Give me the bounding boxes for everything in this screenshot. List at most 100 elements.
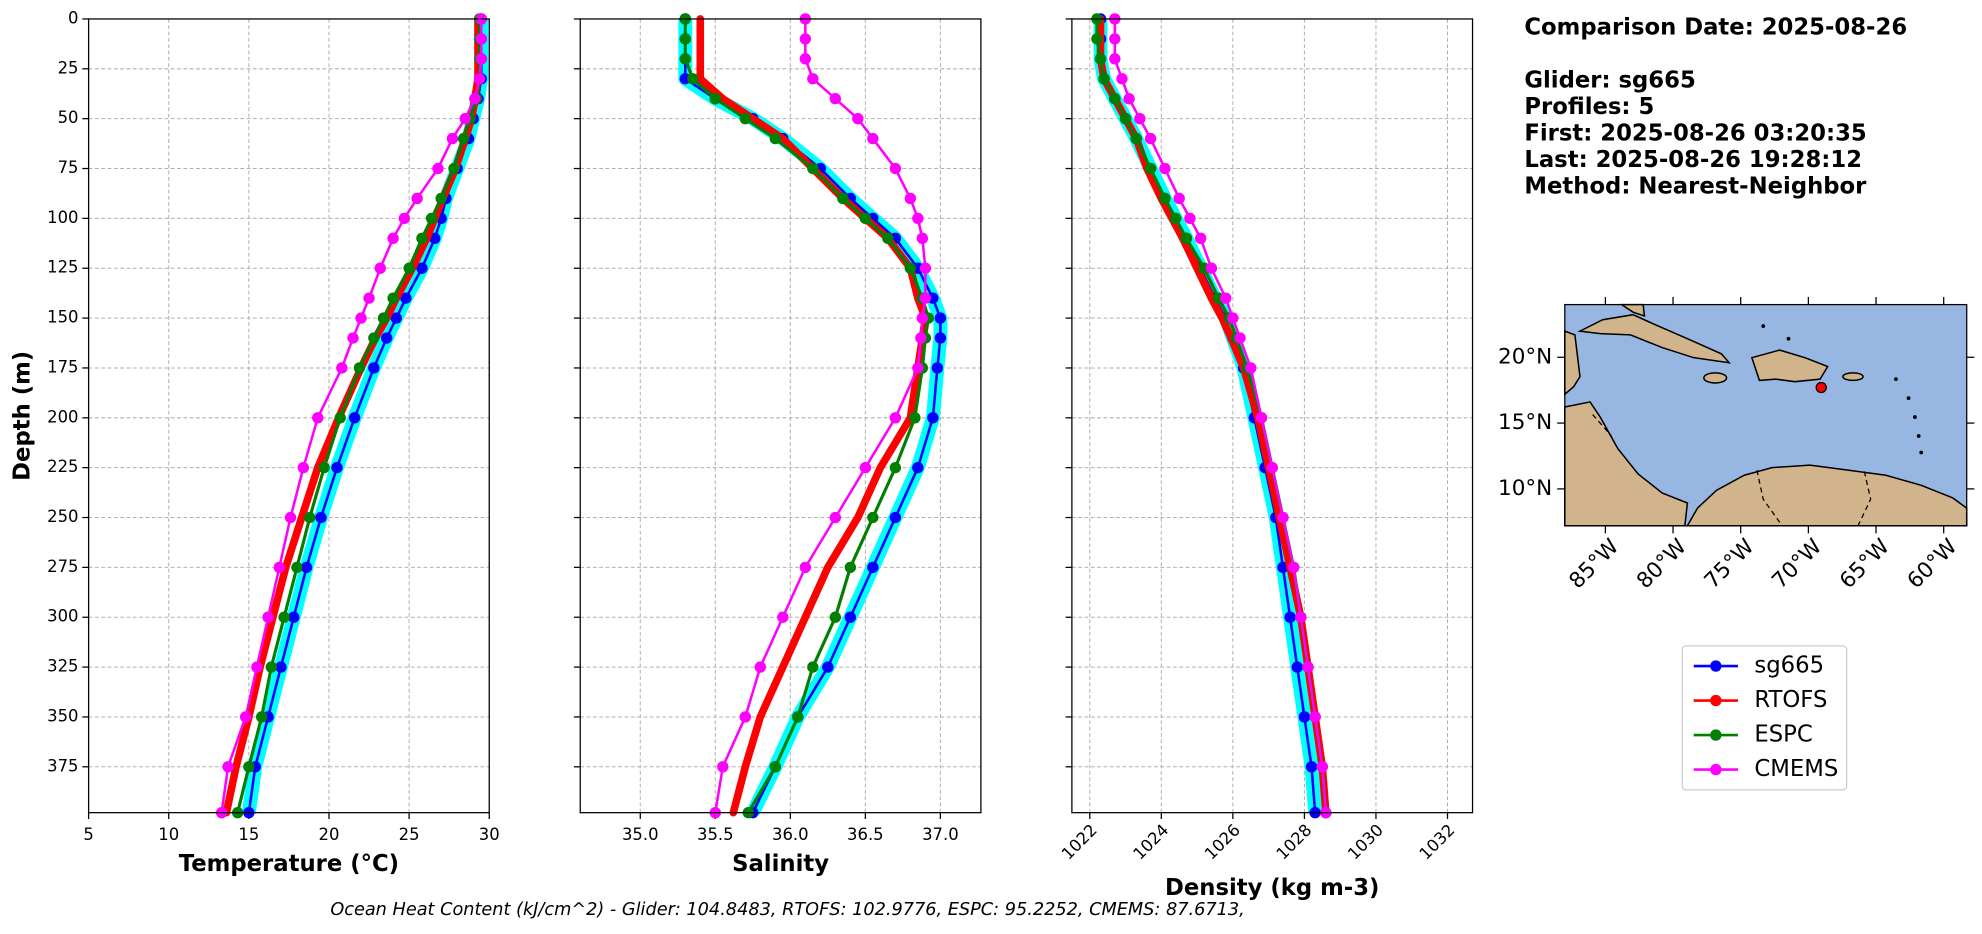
marker [232,763,240,771]
marker [255,711,268,723]
marker [1277,511,1289,524]
marker [1287,561,1300,574]
axes-frame [579,18,982,814]
map: 85°W 80°W 75°W 70°W 65°W 60°W 20°N 15°N 10°N [1498,297,1975,594]
marker [315,511,327,524]
series-line [684,18,942,814]
marker [934,312,947,324]
marker [416,262,428,274]
subplot: 1022 1024 1026 1028 1030 1032 Density (kg m-3) [1058,13,1474,901]
info-line: Comparison Date: 2025-08-26 [1524,14,1907,40]
marker [1284,611,1296,623]
y-tick-label: 225 [47,457,78,476]
y-tick-label: 150 [47,308,78,327]
marker [696,35,705,43]
marker [432,162,444,175]
map-land [1564,303,1968,527]
map-islands [1761,324,1924,455]
marker [904,192,917,205]
marker [769,132,782,145]
marker [829,611,842,623]
y-tick-label: 325 [47,657,78,676]
marker [473,73,486,85]
x-tick-label: 30 [479,825,500,844]
marker [904,262,917,274]
marker [852,112,864,125]
marker [912,461,924,474]
x-tick-label: 35.5 [697,825,734,844]
marker [792,711,804,723]
marker [717,761,729,773]
marker [459,112,471,125]
marker [854,513,862,522]
marker [1220,292,1232,304]
marker [1295,611,1307,623]
marker [1116,73,1128,85]
legend-marker [1710,729,1722,741]
marker [1091,33,1103,45]
x-axis-label: Salinity [732,851,829,877]
marker [1234,332,1246,344]
y-tick-label: 350 [47,706,78,725]
marker [769,761,782,773]
marker [779,663,787,671]
marker [829,93,842,105]
marker [273,561,285,574]
info-line: Glider: sg665 [1524,67,1695,93]
marker [416,232,428,245]
marker [1316,761,1328,773]
marker [1109,53,1121,65]
marker [288,611,300,623]
marker [348,412,361,424]
marker [756,713,765,721]
marker [822,661,834,673]
marker [912,362,924,374]
marker [927,412,939,424]
marker [824,563,832,572]
marker [741,763,750,771]
legend-label: CMEMS [1754,756,1838,782]
glider-position [1815,381,1827,394]
y-tick-label: 0 [68,8,78,27]
x-axis-label: Temperature (°C) [179,851,399,877]
legend-label: ESPC [1754,722,1812,748]
marker [334,412,346,424]
marker [799,53,812,65]
info-line: Method: Nearest-Neighbor [1524,174,1867,200]
marker [679,33,691,45]
x-tick-label: 20 [319,825,340,844]
marker [916,312,929,324]
marker [222,761,234,773]
marker [844,611,857,623]
info-line: Profiles: 5 [1524,94,1654,120]
marker [1098,73,1110,85]
marker [278,611,290,623]
marker [1109,93,1121,105]
marker [889,412,902,424]
legend-label: sg665 [1754,653,1824,679]
marker [312,412,324,424]
marker [347,332,359,344]
marker [243,761,255,773]
marker [446,132,459,145]
marker [411,192,423,205]
marker [353,362,366,374]
marker [1173,192,1185,205]
legend-marker [1710,763,1722,776]
marker [807,73,819,85]
marker [779,134,787,143]
marker [400,292,412,304]
marker [867,561,879,574]
x-tick-label: 25 [399,825,420,844]
marker [377,312,390,324]
x-tick-label: 37.0 [922,825,959,844]
x-tick-label: 35.0 [622,825,659,844]
marker [1291,661,1303,673]
marker [687,73,699,85]
x-tick-label: 1022 [1058,820,1101,863]
marker [284,511,297,524]
marker [300,561,313,574]
marker [777,611,789,623]
